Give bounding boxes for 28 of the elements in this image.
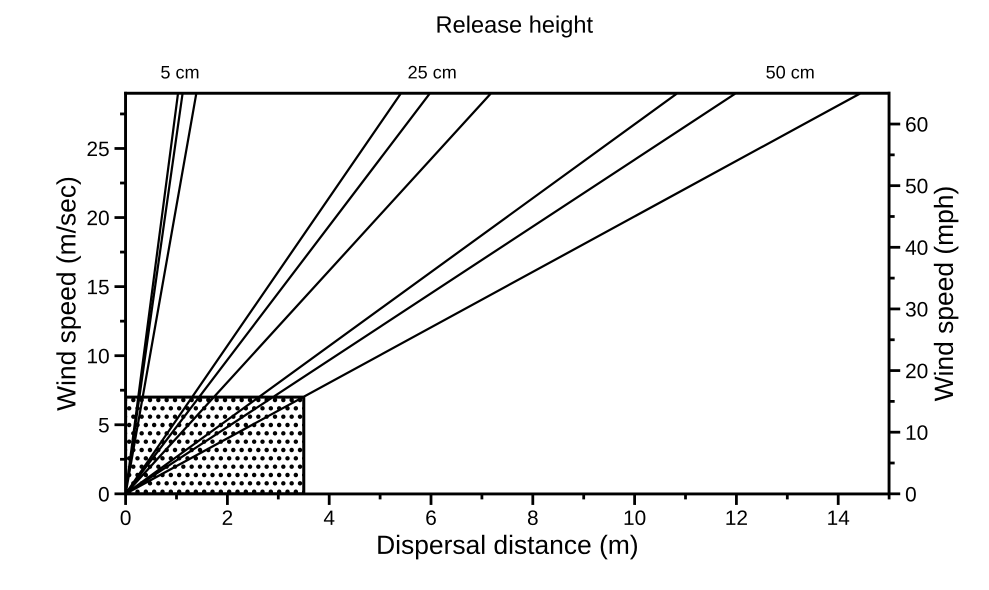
y2-tick-label: 10 [906, 425, 928, 440]
y-axis-title: Wind speed (m/sec) [56, 178, 81, 411]
x-tick-label: 12 [726, 510, 747, 525]
y-tick-label: 15 [88, 280, 109, 294]
chart-title: Release height [437, 16, 593, 38]
y2-tick-label: 50 [906, 178, 928, 194]
text: 5 cm [161, 66, 198, 79]
x-tick-label: 6 [426, 510, 436, 526]
y-tick-label: 0 [98, 486, 109, 502]
x-tick-label: 4 [324, 510, 334, 525]
y2-tick-label: 0 [906, 486, 916, 502]
x-axis-title: Dispersal distance (m) [378, 534, 637, 560]
x-tick-label: 14 [828, 510, 850, 525]
y2-tick-label: 30 [906, 302, 928, 317]
y-tick-label: 20 [88, 210, 109, 226]
x-tick-label: 2 [222, 510, 232, 525]
y-tick-label: 5 [98, 418, 109, 433]
x-tick-label: 10 [624, 510, 646, 526]
text: 50 cm [766, 66, 814, 79]
y2-axis-title: Wind speed (mph) [934, 187, 958, 402]
y2-tick-label: 40 [906, 240, 928, 256]
x-tick-label: 0 [120, 510, 131, 526]
y2-tick-label: 20 [906, 364, 928, 378]
x-tick-label: 8 [528, 510, 538, 526]
text: 25 cm [408, 66, 456, 79]
y-tick-label: 10 [88, 348, 109, 364]
y-tick-label: 25 [88, 141, 109, 156]
y2-tick-label: 60 [906, 117, 928, 132]
